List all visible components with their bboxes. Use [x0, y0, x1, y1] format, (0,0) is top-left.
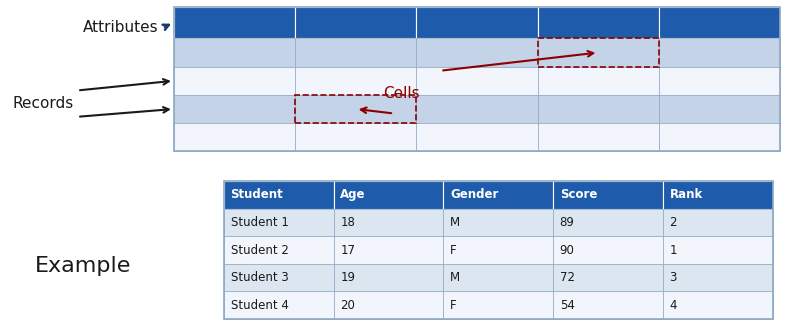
Text: F: F	[450, 243, 457, 257]
Bar	[553, 291, 663, 319]
Bar	[416, 7, 537, 38]
Text: Cells: Cells	[384, 86, 420, 101]
Bar	[416, 123, 537, 151]
Bar	[174, 95, 296, 123]
Text: Student: Student	[231, 188, 284, 201]
Text: 18: 18	[340, 216, 355, 229]
Text: 72: 72	[559, 271, 574, 284]
Bar	[174, 7, 780, 151]
Bar	[659, 95, 780, 123]
Bar	[444, 209, 553, 236]
Bar	[444, 291, 553, 319]
Text: 3: 3	[670, 271, 677, 284]
Bar	[224, 181, 772, 319]
Bar	[537, 38, 659, 67]
Bar	[537, 7, 659, 38]
Bar	[416, 95, 537, 123]
Bar	[296, 67, 416, 95]
Bar	[444, 181, 553, 209]
Text: 4: 4	[670, 299, 677, 312]
Text: M: M	[450, 271, 460, 284]
Text: 17: 17	[340, 243, 355, 257]
Bar	[537, 95, 659, 123]
Bar	[416, 67, 537, 95]
Bar	[659, 123, 780, 151]
Bar	[663, 209, 772, 236]
Bar	[224, 236, 334, 264]
Text: Student 4: Student 4	[231, 299, 288, 312]
Bar	[553, 181, 663, 209]
Bar	[444, 236, 553, 264]
Text: Example: Example	[35, 257, 131, 276]
Bar	[659, 38, 780, 67]
Bar	[663, 291, 772, 319]
Bar	[296, 123, 416, 151]
Bar	[663, 264, 772, 291]
Text: 20: 20	[340, 299, 355, 312]
Bar	[416, 38, 537, 67]
Text: M: M	[450, 216, 460, 229]
Text: 89: 89	[559, 216, 574, 229]
Bar	[174, 38, 296, 67]
Bar	[224, 209, 334, 236]
Bar	[174, 123, 296, 151]
Bar	[334, 181, 444, 209]
Bar	[334, 264, 444, 291]
Bar	[334, 209, 444, 236]
Bar	[224, 181, 334, 209]
Bar	[296, 95, 416, 123]
Text: Records: Records	[12, 96, 73, 111]
Bar	[553, 236, 663, 264]
Text: 90: 90	[559, 243, 574, 257]
Bar	[296, 95, 416, 123]
Bar	[444, 264, 553, 291]
Bar	[659, 7, 780, 38]
Text: Gender: Gender	[450, 188, 498, 201]
Text: 54: 54	[559, 299, 574, 312]
Bar	[334, 291, 444, 319]
Text: Attributes: Attributes	[83, 20, 158, 36]
Text: Student 1: Student 1	[231, 216, 288, 229]
Text: Student 2: Student 2	[231, 243, 288, 257]
Text: Score: Score	[559, 188, 597, 201]
Bar	[537, 67, 659, 95]
Text: Rank: Rank	[670, 188, 703, 201]
Bar	[537, 38, 659, 67]
Text: F: F	[450, 299, 457, 312]
Text: Age: Age	[340, 188, 366, 201]
Text: 2: 2	[670, 216, 677, 229]
Bar	[174, 67, 296, 95]
Bar	[174, 7, 296, 38]
Bar	[663, 236, 772, 264]
Bar	[553, 264, 663, 291]
Text: 1: 1	[670, 243, 677, 257]
Text: 19: 19	[340, 271, 355, 284]
Bar	[224, 264, 334, 291]
Bar	[224, 291, 334, 319]
Bar	[659, 67, 780, 95]
Bar	[537, 123, 659, 151]
Bar	[296, 7, 416, 38]
Text: Student 3: Student 3	[231, 271, 288, 284]
Bar	[663, 181, 772, 209]
Bar	[334, 236, 444, 264]
Bar	[553, 209, 663, 236]
Bar	[296, 38, 416, 67]
